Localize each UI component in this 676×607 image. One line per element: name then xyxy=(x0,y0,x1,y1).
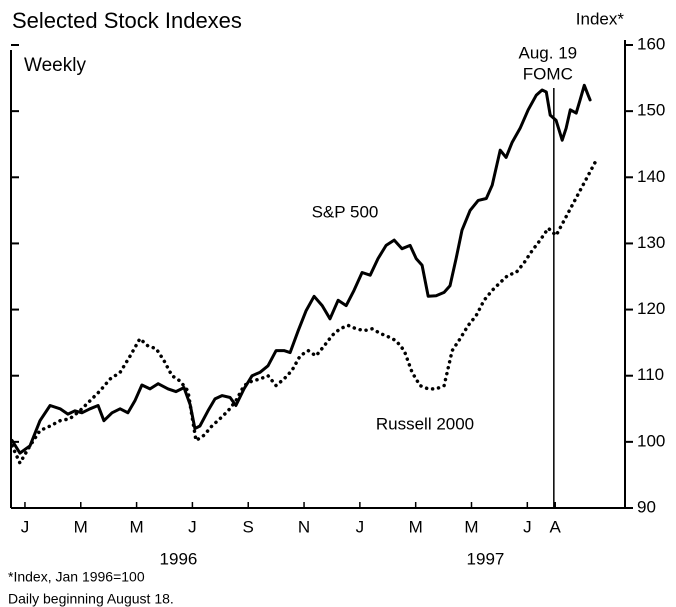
year-label: 1996 xyxy=(160,549,198,568)
x-tick-label: J xyxy=(188,517,197,536)
chart-subtitle: Weekly xyxy=(24,55,86,76)
y-tick-label: 130 xyxy=(637,233,665,252)
year-label: 1997 xyxy=(467,549,505,568)
x-tick-label: M xyxy=(74,517,88,536)
series-label: Russell 2000 xyxy=(376,414,474,433)
series-line xyxy=(10,83,592,455)
y-tick-label: 160 xyxy=(637,34,665,53)
annotation: Aug. 19 xyxy=(519,43,578,62)
x-tick-label: M xyxy=(409,517,423,536)
y-tick-label: 100 xyxy=(637,431,665,450)
y-tick-label: 120 xyxy=(637,299,665,318)
x-tick-label: J xyxy=(21,517,30,536)
footnote: Daily beginning August 18. xyxy=(8,591,174,607)
x-tick-label: S xyxy=(243,517,254,536)
x-tick-label: J xyxy=(523,517,532,536)
y-axis-label: Index* xyxy=(576,9,625,28)
footnote: *Index, Jan 1996=100 xyxy=(8,569,145,585)
y-tick-label: 90 xyxy=(637,497,656,516)
series-label: S&P 500 xyxy=(312,202,379,221)
chart-title: Selected Stock Indexes xyxy=(12,8,242,33)
x-tick-label: M xyxy=(464,517,478,536)
y-tick-label: 150 xyxy=(637,101,665,120)
y-tick-label: 110 xyxy=(637,365,664,384)
x-tick-label: N xyxy=(298,517,310,536)
x-tick-label: M xyxy=(130,517,144,536)
y-tick-label: 140 xyxy=(637,167,665,186)
x-tick-label: J xyxy=(356,517,365,536)
annotation: FOMC xyxy=(523,64,573,83)
series-line xyxy=(10,158,599,465)
x-tick-label: A xyxy=(550,517,562,536)
